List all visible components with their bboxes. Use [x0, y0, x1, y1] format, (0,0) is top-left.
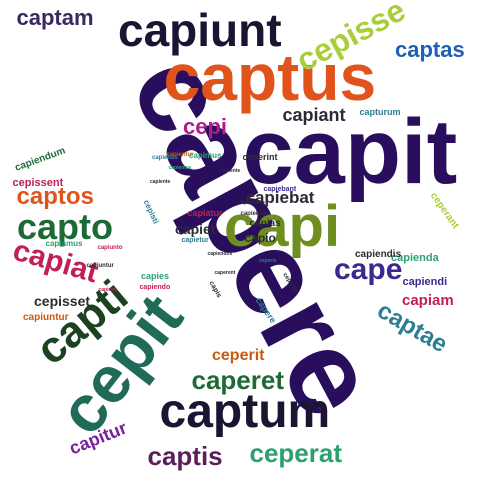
cloud-word: capiebat [245, 187, 315, 207]
cloud-word: capiatur [187, 207, 223, 218]
cloud-word: capturum [359, 106, 401, 117]
cloud-word: capiendum [13, 145, 67, 174]
cloud-word: caperent [214, 269, 236, 276]
cloud-word: capiam [402, 291, 454, 309]
cloud-word: captas [395, 37, 465, 62]
cloud-word: capiebam [238, 199, 262, 206]
cloud-word: capiant [282, 105, 346, 125]
cloud-word: ceperit [212, 347, 265, 364]
cloud-word: capi [224, 194, 341, 259]
cloud-word: capto [17, 206, 114, 247]
cloud-word: capiente [150, 178, 171, 185]
cloud-word: capiunt [118, 4, 282, 56]
cloud-word: capiuntur [86, 263, 114, 269]
cloud-word: capiet [175, 221, 216, 237]
cloud-word: caperet [191, 365, 285, 395]
cloud-word: capiendos [207, 250, 233, 257]
cloud-word: capimus [189, 151, 222, 160]
cloud-word: captis [147, 441, 223, 471]
cloud-word: capietur [181, 236, 209, 244]
cloud-word: cepisti [141, 198, 161, 226]
cloud-word: capiebas [152, 155, 178, 161]
cloud-word: cepisset [34, 293, 91, 309]
cloud-word: capiendo [139, 283, 171, 291]
cloud-word: capienda [391, 251, 439, 264]
cloud-word: captos [16, 183, 94, 210]
cloud-word: capiendae [240, 211, 270, 217]
cloud-word: capiebant [263, 185, 297, 193]
cloud-word: captam [16, 5, 94, 30]
cloud-word: ceperint [242, 151, 278, 162]
cloud-word: captus [163, 40, 377, 114]
cloud-word: capiemus [168, 164, 192, 171]
cloud-word: capiunto [97, 245, 123, 251]
cloud-word: capiente [220, 167, 241, 174]
cloud-word: capies [141, 270, 170, 281]
cloud-word: captum [159, 385, 331, 438]
cloud-word: capiuntur [23, 312, 69, 323]
cloud-word: capias [249, 218, 281, 229]
cloud-word: ceperat [249, 438, 343, 468]
cloud-word: capiamus [45, 239, 83, 248]
cloud-word: cepissent [12, 176, 64, 189]
cloud-word: capiendi [402, 275, 448, 288]
cloud-word: capit [242, 101, 458, 203]
cloud-word: capio [244, 231, 276, 245]
cloud-word: cape [334, 253, 403, 286]
cloud-word: capiens [98, 286, 118, 293]
cloud-word: capientur [166, 152, 194, 158]
cloud-word: cepi [183, 114, 228, 139]
cloud-word: capiendis [355, 249, 402, 260]
cloud-word: ceperis [259, 257, 277, 264]
